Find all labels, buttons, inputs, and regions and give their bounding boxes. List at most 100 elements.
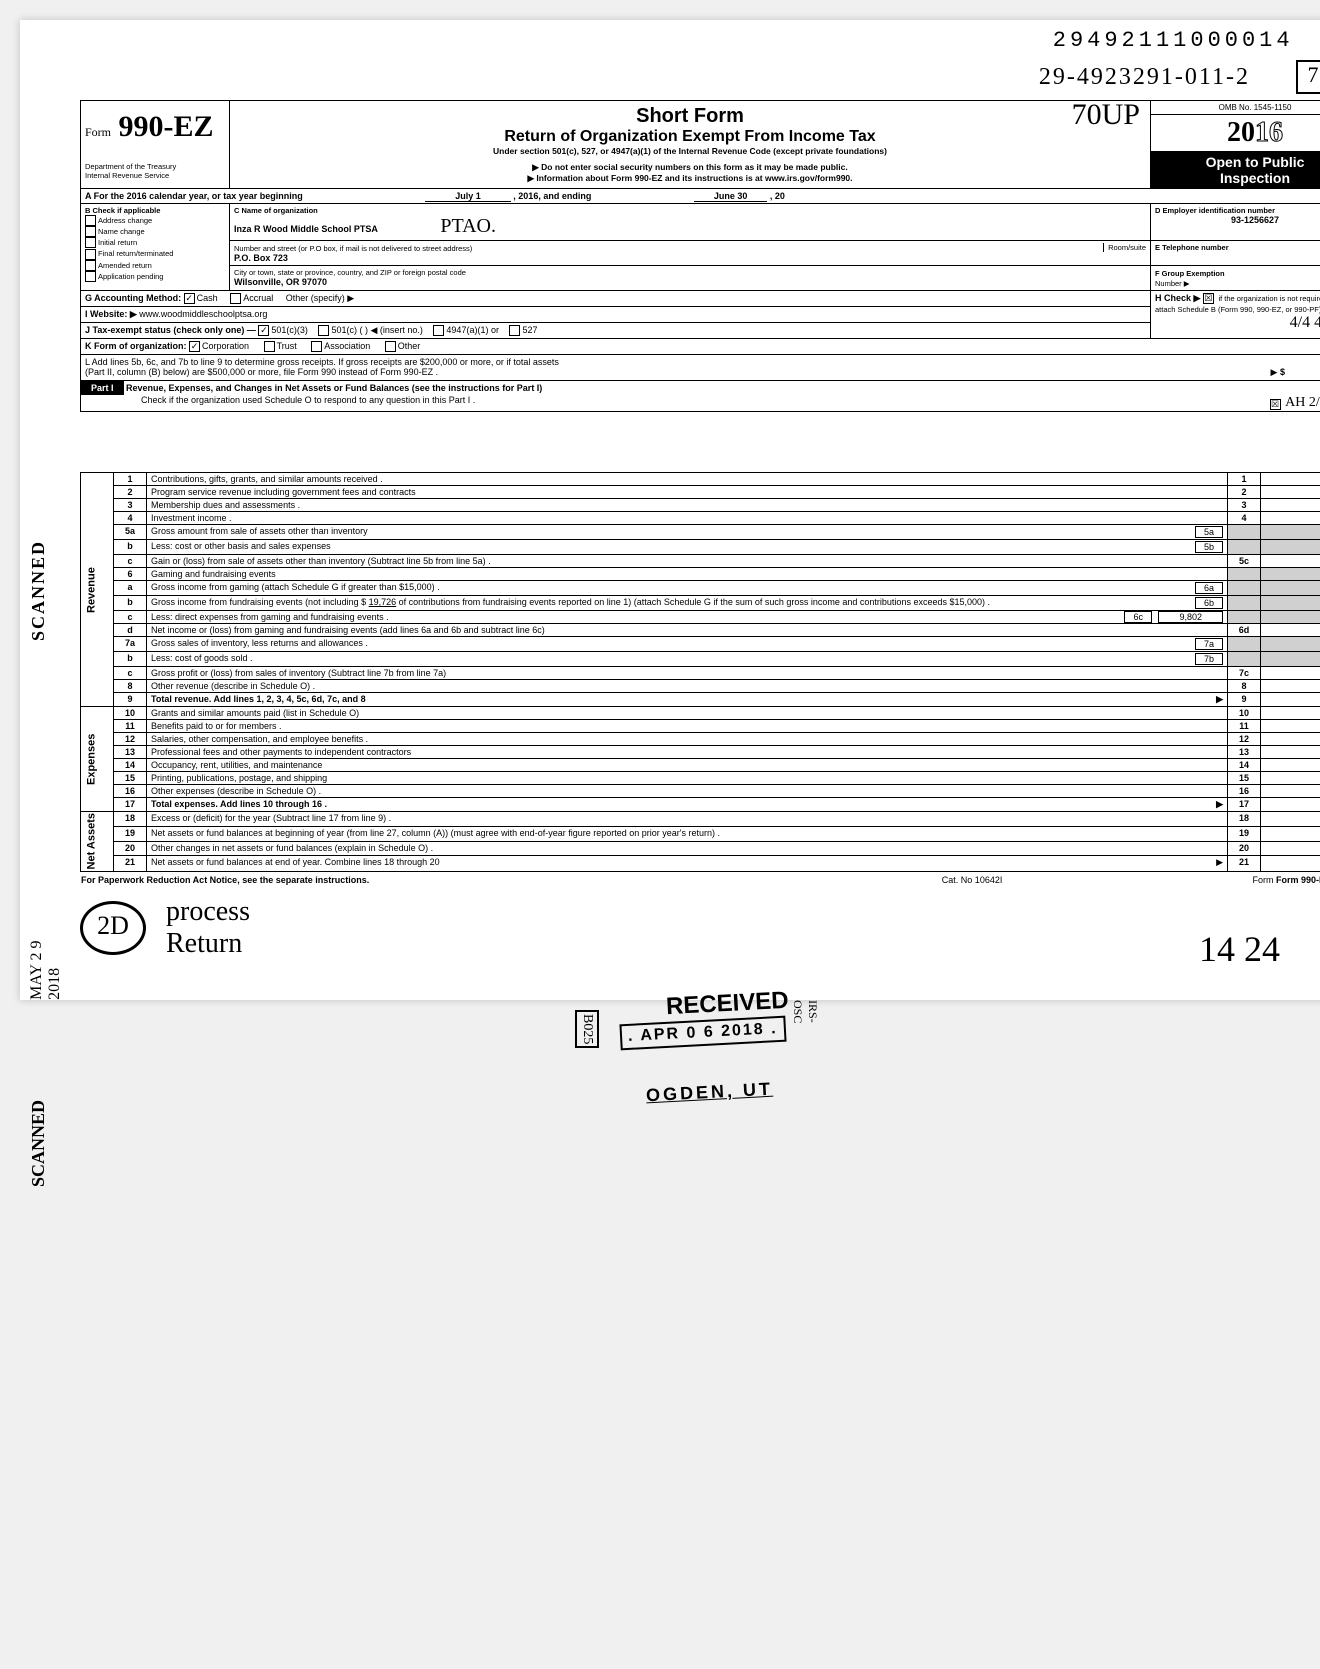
l7b-text: Less: cost of goods sold . 7b [147, 652, 1228, 667]
l19-num: 19 [114, 826, 147, 841]
cb-initial-return[interactable] [85, 237, 96, 248]
l14-text: Occupancy, rent, utilities, and maintena… [147, 759, 1228, 772]
org-name: Inza R Wood Middle School PTSA [234, 224, 378, 234]
box-e-label: E Telephone number [1155, 243, 1320, 252]
l1-box: 1 [1228, 473, 1261, 486]
lbl-cash: Cash [197, 293, 218, 303]
cb-cash[interactable]: ✓ [184, 293, 195, 304]
l6d-amt: 9,924 [1261, 624, 1320, 637]
side-date-stamp: MAY 2 9 2018 [28, 920, 64, 1000]
cb-assoc[interactable] [311, 341, 322, 352]
line-l-text1: L Add lines 5b, 6c, and 7b to line 9 to … [85, 357, 1320, 367]
side-scanned-hand: SCANNED [28, 1100, 49, 1187]
line-l-arrow: ▶ [1271, 367, 1278, 377]
hand-circle: 2D [80, 901, 146, 955]
l5b-text: Less: cost or other basis and sales expe… [147, 540, 1228, 555]
cb-other-org[interactable] [385, 341, 396, 352]
l6a-inbox: 6a [1195, 582, 1223, 594]
l10-num: 10 [114, 707, 147, 720]
cb-trust[interactable] [264, 341, 275, 352]
l1-num: 1 [114, 473, 147, 486]
l7b-inbox: 7b [1195, 653, 1223, 665]
website-value: www.woodmiddleschoolptsa.org [139, 309, 267, 319]
l8-text: Other revenue (describe in Schedule O) . [147, 680, 1228, 693]
cb-app-pending[interactable] [85, 271, 96, 282]
box-b-label: B Check if applicable [85, 206, 225, 215]
cb-final-return[interactable] [85, 249, 96, 260]
cb-address-change[interactable] [85, 215, 96, 226]
cb-schedule-o[interactable]: ☒ [1270, 399, 1281, 410]
lbl-other-org: Other [398, 341, 421, 351]
l6c-text: Less: direct expenses from gaming and fu… [147, 611, 1228, 624]
line-k: K Form of organization: ✓Corporation Tru… [81, 339, 1320, 355]
stamp-irs-osc: IRS-OSC [790, 1000, 820, 1023]
cb-4947[interactable] [433, 325, 444, 336]
l21-amt: 7,989 [1261, 856, 1320, 872]
l5b-num: b [114, 540, 147, 555]
l11-text: Benefits paid to or for members . [147, 720, 1228, 733]
l6c-num: c [114, 611, 147, 624]
l21-num: 21 [114, 856, 147, 872]
form-page: 29492111000014 8 29-4923291-011-2 7 70UP… [20, 20, 1320, 1000]
l1-amt: 7,765 [1261, 473, 1320, 486]
l5b-greyamt [1261, 540, 1320, 555]
cb-501c3[interactable]: ✓ [258, 325, 269, 336]
city-label: City or town, state or province, country… [234, 268, 1146, 277]
l7a-greybox [1228, 637, 1261, 652]
footer-cat: Cat. No 10642I [885, 874, 1059, 886]
l7b-greyamt [1261, 652, 1320, 667]
l7b-greybox [1228, 652, 1261, 667]
inspection-label: Inspection [1155, 170, 1320, 186]
lbl-other-method: Other (specify) ▶ [286, 293, 354, 303]
cb-schedule-b[interactable]: ☒ [1203, 293, 1214, 304]
l17-text: Total expenses. Add lines 10 through 16 … [147, 798, 1228, 812]
l19-text: Net assets or fund balances at beginning… [147, 826, 1228, 841]
subtitle: Under section 501(c), 527, or 4947(a)(1)… [234, 146, 1146, 156]
l6c-greyamt [1261, 611, 1320, 624]
city-value: Wilsonville, OR 97070 [234, 277, 1146, 287]
l13-box: 13 [1228, 746, 1261, 759]
arrow-inst-2: ▶ Information about Form 990-EZ and its … [234, 173, 1146, 184]
cb-amended[interactable] [85, 260, 96, 271]
l9-amt: 19,964 [1261, 693, 1320, 707]
l5a-t: Gross amount from sale of assets other t… [151, 526, 368, 536]
l7a-text: Gross sales of inventory, less returns a… [147, 637, 1228, 652]
l20-num: 20 [114, 841, 147, 856]
arrow-inst-1: ▶ Do not enter social security numbers o… [234, 162, 1146, 173]
l6-greyamt [1261, 568, 1320, 581]
scan-number-value: 29492111000014 [1053, 28, 1294, 53]
l9-box: 9 [1228, 693, 1261, 707]
box-b: B Check if applicable Address change Nam… [81, 204, 230, 291]
box-d: D Employer identification number 93-1256… [1151, 204, 1320, 241]
revenue-vert: Revenue [81, 473, 114, 707]
part1-check: Check if the organization used Schedule … [141, 395, 475, 405]
cb-527[interactable] [509, 325, 520, 336]
box-e: E Telephone number [1151, 241, 1320, 266]
lbl-app-pending: Application pending [98, 272, 163, 281]
part1-title: Revenue, Expenses, and Changes in Net As… [126, 383, 542, 393]
cb-name-change[interactable] [85, 226, 96, 237]
l5c-num: c [114, 555, 147, 568]
l7a-num: 7a [114, 637, 147, 652]
stamp-date: . APR 0 6 2018 . [619, 1016, 786, 1051]
l7b-t: Less: cost of goods sold . [151, 653, 253, 663]
cb-corp[interactable]: ✓ [189, 341, 200, 352]
form-number-value: 990-EZ [119, 110, 214, 143]
l3-box: 3 [1228, 499, 1261, 512]
l12-box: 12 [1228, 733, 1261, 746]
line-i-label: I Website: ▶ [85, 309, 137, 319]
street-addr: P.O. Box 723 [234, 253, 1146, 263]
l2-text: Program service revenue including govern… [147, 486, 1228, 499]
l8-num: 8 [114, 680, 147, 693]
cb-accrual[interactable] [230, 293, 241, 304]
l9-arrow: ▶ [1216, 694, 1223, 705]
l15-box: 15 [1228, 772, 1261, 785]
box-f-label: F Group Exemption [1155, 269, 1225, 278]
hand-box-7: 7 [1296, 60, 1320, 94]
cb-501c[interactable] [318, 325, 329, 336]
part1-body: Revenue 1 Contributions, gifts, grants, … [80, 472, 1320, 871]
part1-header: Part I Revenue, Expenses, and Changes in… [81, 381, 1320, 412]
l5b-inbox: 5b [1195, 541, 1223, 553]
lbl-4947: 4947(a)(1) or [446, 325, 499, 335]
l18-amt: (1,871) [1261, 812, 1320, 827]
